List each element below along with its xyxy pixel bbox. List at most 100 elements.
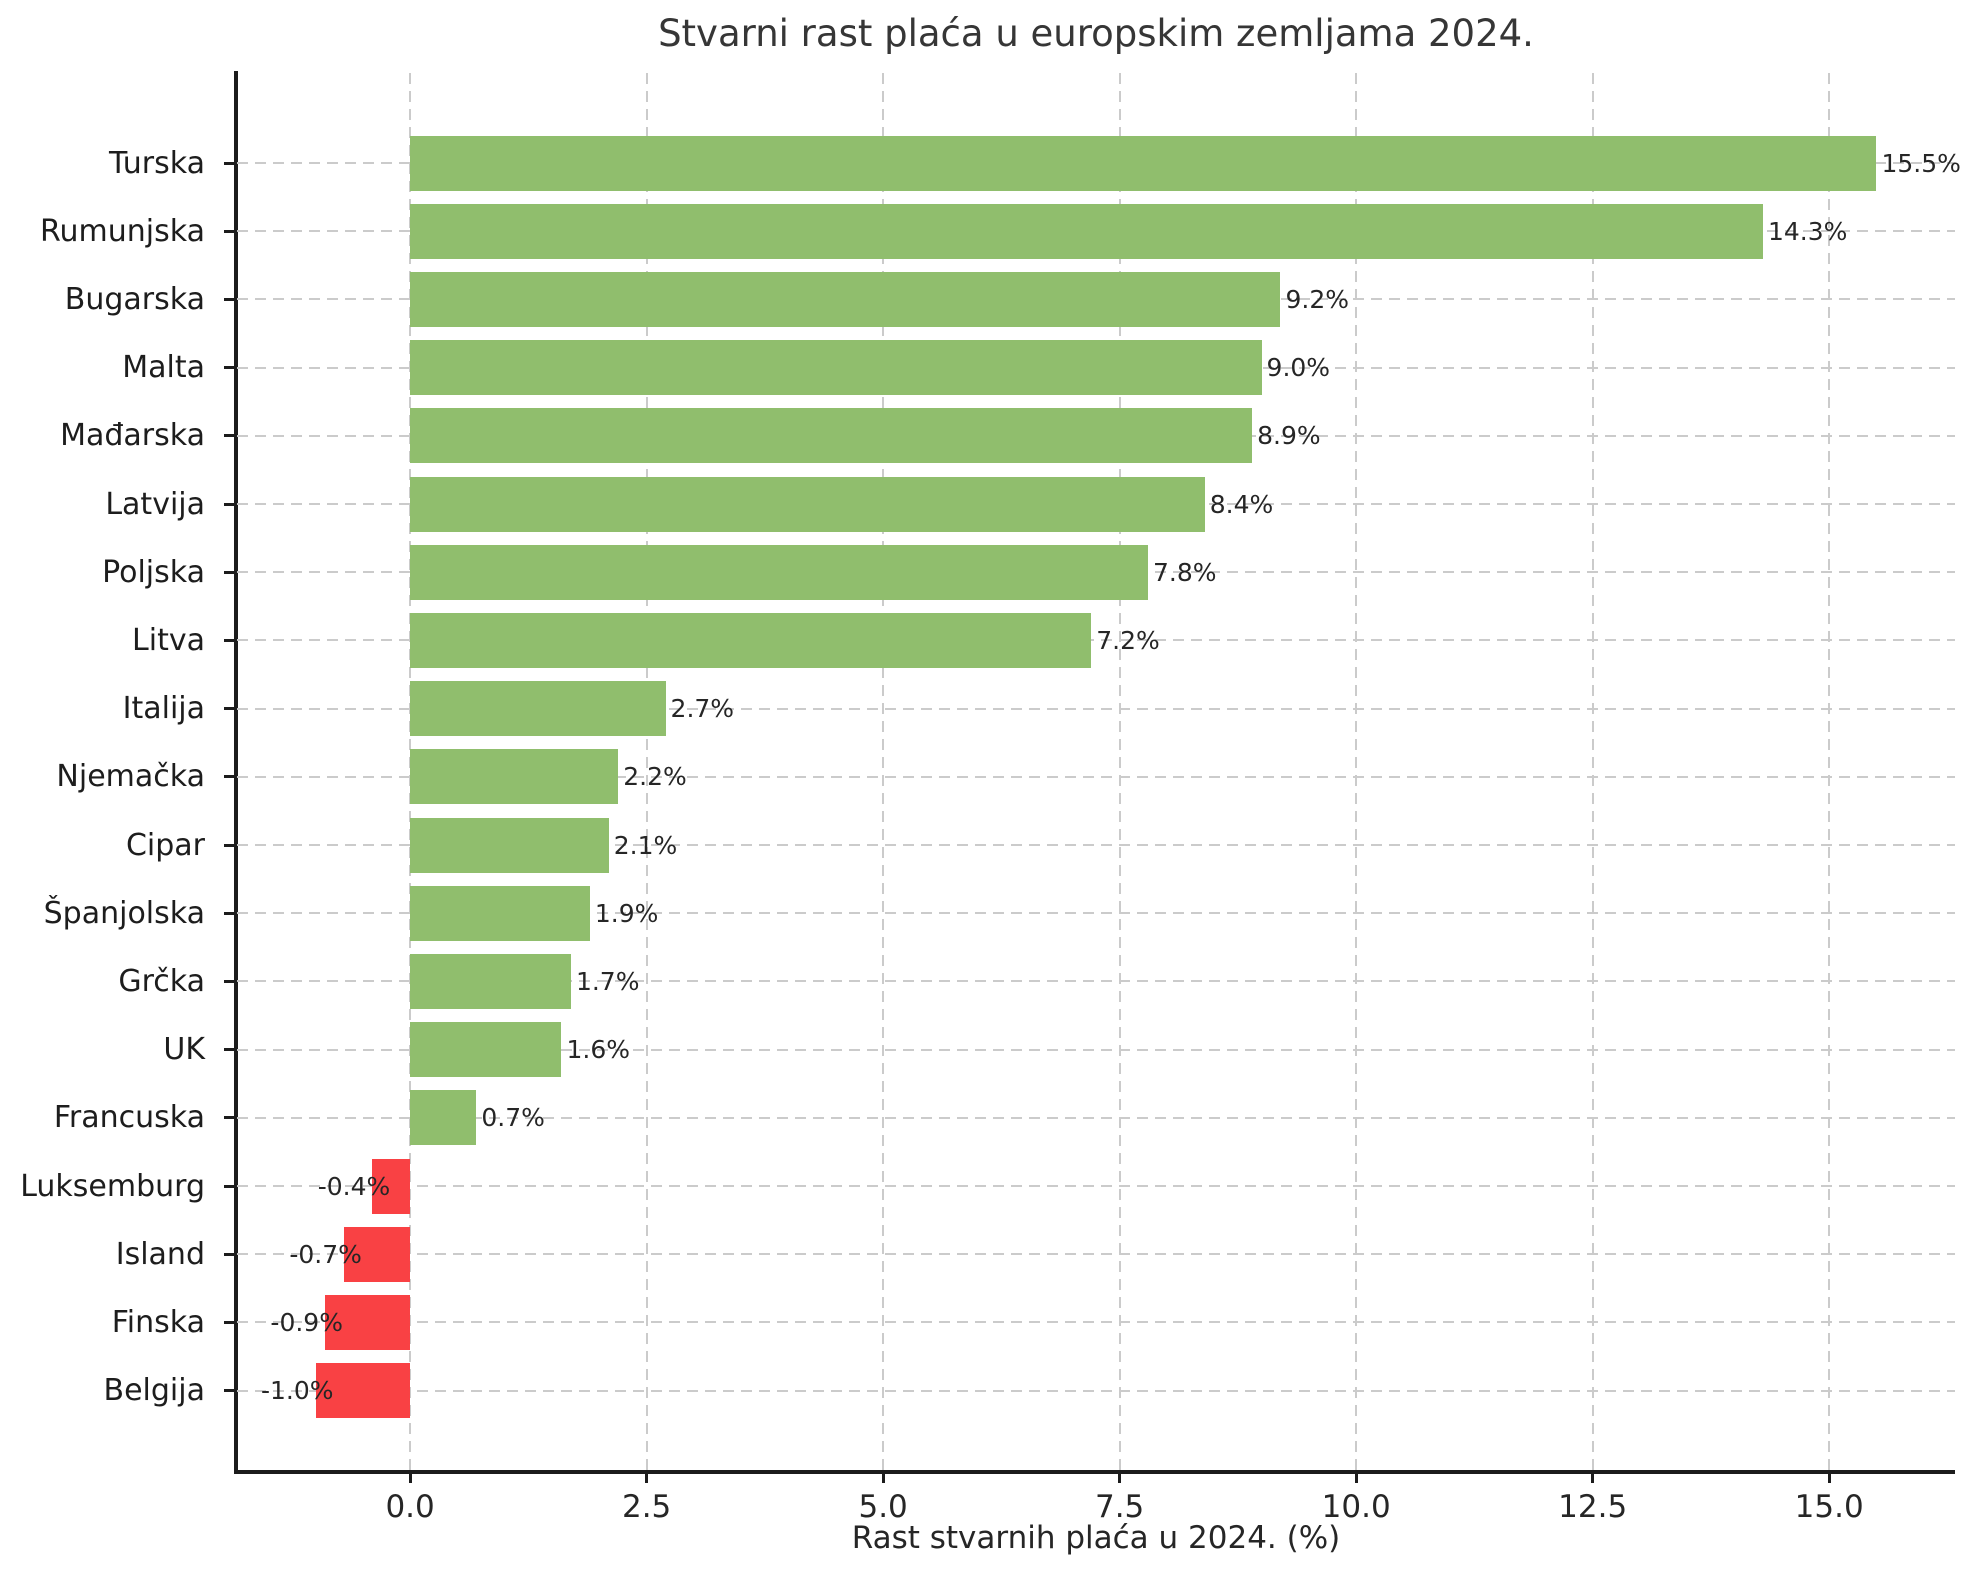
bar-litva: [410, 612, 1092, 668]
x-tick-label-7.5: 7.5: [1094, 1489, 1145, 1525]
category-label-francuska: Francuska: [53, 1100, 205, 1136]
bar-rumunjska: [410, 203, 1763, 259]
x-axis-label: Rast stvarnih plaća u 2024. (%): [851, 1520, 1341, 1556]
bar--panjolska: [410, 885, 590, 941]
bar-finska: [324, 1294, 411, 1350]
y-tick-island: [224, 1252, 237, 1256]
y-tick-turska: [224, 161, 237, 165]
x-tick-12.5: [1591, 1470, 1595, 1483]
value-label-finska: -0.9%: [270, 1307, 343, 1337]
x-gridline-10.0: [1355, 73, 1358, 1470]
y-tick-rumunjska: [224, 229, 237, 233]
x-tick-label-0.0: 0.0: [385, 1489, 435, 1525]
bar-bugarska: [410, 271, 1281, 327]
bar-ma-arska: [410, 408, 1253, 464]
y-gridline-gr-ka: [237, 980, 1955, 983]
x-axis-spine: [234, 1470, 1955, 1474]
x-tick-label-2.5: 2.5: [621, 1489, 672, 1525]
x-tick-7.5: [1118, 1470, 1122, 1483]
y-tick-cipar: [224, 843, 237, 847]
y-gridline-island: [237, 1253, 1955, 1256]
category-label-turska: Turska: [109, 145, 205, 181]
category-label--panjolska: Španjolska: [43, 895, 205, 931]
x-tick-0.0: [408, 1470, 412, 1483]
x-tick-label-10.0: 10.0: [1321, 1489, 1391, 1525]
category-label-luksemburg: Luksemburg: [20, 1168, 205, 1204]
bar-turska: [410, 135, 1877, 191]
bar-uk: [410, 1022, 562, 1078]
value-label-gr-ka: 1.7%: [575, 966, 640, 996]
y-gridline-francuska: [237, 1116, 1955, 1119]
x-gridline-2.5: [645, 73, 648, 1470]
y-tick-bugarska: [224, 297, 237, 301]
x-tick-10.0: [1354, 1470, 1358, 1483]
category-label-italija: Italija: [122, 691, 205, 727]
chart-title: Stvarni rast plaća u europskim zemljama …: [658, 12, 1534, 55]
y-tick-ma-arska: [224, 434, 237, 438]
y-tick-uk: [224, 1048, 237, 1052]
x-tick-15.0: [1827, 1470, 1831, 1483]
y-gridline-njema-ka: [237, 775, 1955, 778]
value-label-njema-ka: 2.2%: [623, 762, 687, 792]
category-label-latvija: Latvija: [105, 486, 205, 522]
y-tick-gr-ka: [224, 979, 237, 983]
category-label-njema-ka: Njemačka: [56, 759, 205, 795]
y-gridline-italija: [237, 707, 1955, 710]
category-label-rumunjska: Rumunjska: [40, 213, 205, 249]
y-gridline--panjolska: [237, 912, 1955, 915]
category-label-bugarska: Bugarska: [64, 281, 205, 317]
value-label-ma-arska: 8.9%: [1257, 421, 1321, 451]
value-label-latvija: 8.4%: [1209, 489, 1274, 519]
y-gridline-finska: [237, 1321, 1955, 1324]
x-tick-label-12.5: 12.5: [1558, 1489, 1628, 1525]
bar-island: [343, 1226, 411, 1282]
value-label--panjolska: 1.9%: [594, 898, 659, 928]
value-label-rumunjska: 14.3%: [1767, 216, 1848, 246]
value-label-turska: 15.5%: [1881, 148, 1961, 178]
category-label-malta: Malta: [122, 350, 205, 386]
bar-gr-ka: [410, 953, 571, 1009]
bar-latvija: [410, 476, 1205, 532]
y-axis-spine: [234, 71, 238, 1474]
y-tick-litva: [224, 638, 237, 642]
x-tick-2.5: [645, 1470, 649, 1483]
category-label-belgija: Belgija: [103, 1373, 205, 1409]
bar-luksemburg: [372, 1158, 411, 1214]
y-tick-latvija: [224, 502, 237, 506]
x-gridline-12.5: [1591, 73, 1594, 1470]
category-label-island: Island: [115, 1236, 205, 1272]
y-tick-poljska: [224, 570, 237, 574]
y-gridline-cipar: [237, 844, 1955, 846]
x-gridline-7.5: [1118, 73, 1121, 1470]
value-label-italija: 2.7%: [670, 694, 735, 724]
bar-njema-ka: [410, 749, 619, 805]
value-label-malta: 9.0%: [1266, 353, 1331, 383]
y-tick-belgija: [224, 1389, 237, 1393]
category-label-poljska: Poljska: [102, 554, 205, 590]
value-label-island: -0.7%: [289, 1239, 362, 1269]
x-gridline-15.0: [1828, 73, 1831, 1470]
y-tick-finska: [224, 1320, 237, 1324]
category-label-ma-arska: Mađarska: [60, 418, 205, 454]
category-label-gr-ka: Grčka: [118, 963, 205, 999]
category-label-uk: UK: [163, 1032, 205, 1068]
y-tick-italija: [224, 707, 237, 711]
y-gridline-luksemburg: [237, 1185, 1955, 1187]
y-tick-njema-ka: [224, 775, 237, 779]
value-label-uk: 1.6%: [566, 1035, 630, 1065]
y-tick-francuska: [224, 1116, 237, 1120]
y-gridline-belgija: [237, 1389, 1955, 1392]
value-label-francuska: 0.7%: [481, 1103, 545, 1133]
x-tick-label-5.0: 5.0: [858, 1489, 908, 1525]
y-tick-luksemburg: [224, 1184, 237, 1188]
y-tick-malta: [224, 366, 237, 370]
value-label-poljska: 7.8%: [1153, 557, 1217, 587]
value-label-luksemburg: -0.4%: [317, 1171, 391, 1201]
value-label-litva: 7.2%: [1096, 625, 1160, 655]
bar-italija: [410, 681, 666, 737]
x-gridline-5.0: [882, 73, 885, 1470]
category-label-finska: Finska: [111, 1304, 205, 1340]
x-tick-5.0: [881, 1470, 885, 1483]
value-label-bugarska: 9.2%: [1285, 284, 1349, 314]
